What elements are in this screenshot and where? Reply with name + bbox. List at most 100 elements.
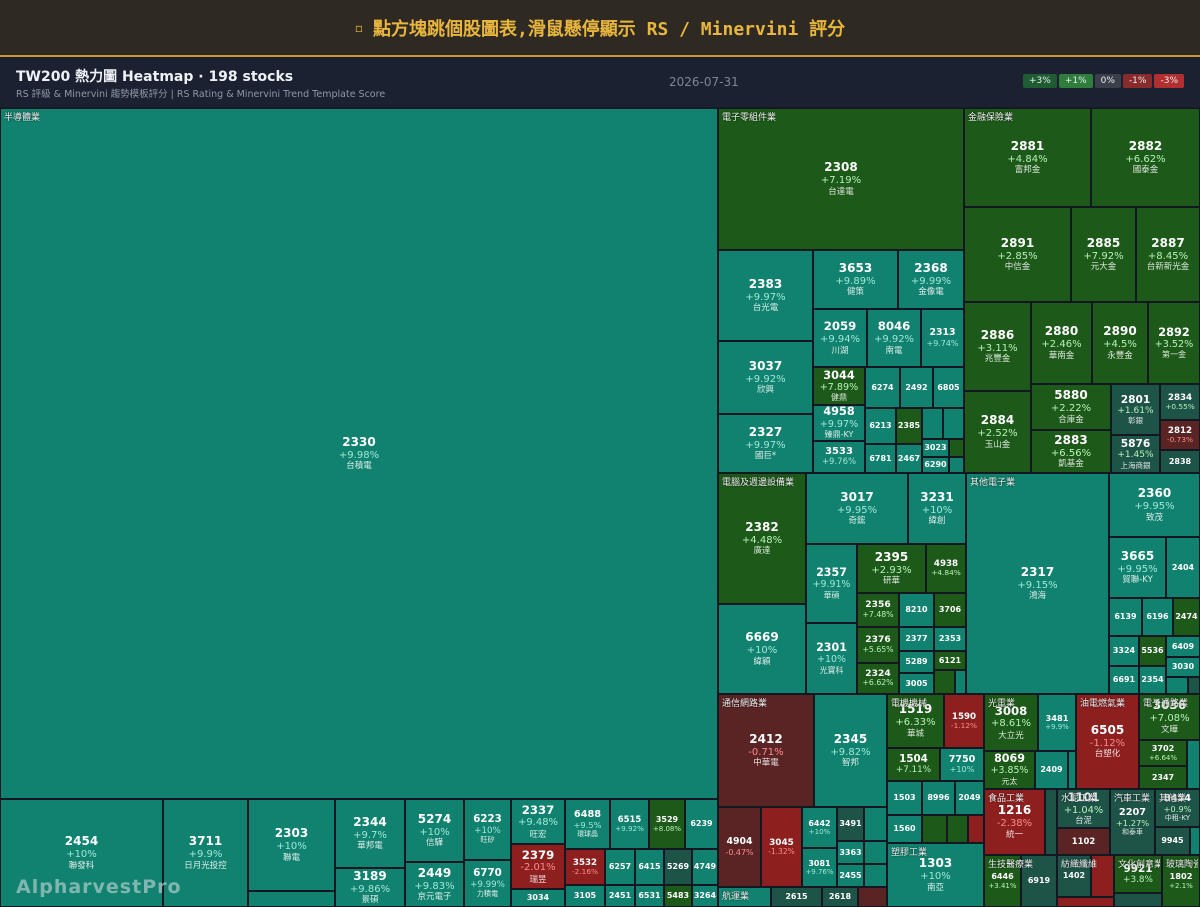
stock-tile[interactable]: 2395 +2.93% 研華	[857, 544, 926, 593]
stock-tile[interactable]: 2412 -0.71% 中華電	[718, 694, 814, 807]
stock-tile[interactable]: 8454 +0.9% 中租-KY	[1155, 789, 1200, 827]
stock-tile[interactable]	[718, 887, 771, 907]
stock-tile[interactable]: 8069 +3.85% 元太	[984, 751, 1035, 789]
stock-tile[interactable]: 2884 +2.52% 玉山金	[964, 391, 1031, 473]
stock-tile[interactable]: 2345 +9.82% 智邦	[814, 694, 887, 807]
stock-tile[interactable]: 6770 +9.99% 力積電	[464, 860, 511, 907]
stock-tile[interactable]: 4938 +4.84%	[926, 544, 966, 593]
stock-tile[interactable]: 2327 +9.97% 國巨*	[718, 414, 813, 473]
stock-tile[interactable]: 6505 -1.12% 台塑化	[1076, 694, 1139, 789]
stock-tile[interactable]: 5483	[664, 885, 692, 907]
stock-tile[interactable]: 2344 +9.7% 華邦電	[335, 799, 405, 868]
stock-tile[interactable]: 3005	[899, 673, 934, 694]
stock-tile[interactable]: 5536	[1139, 636, 1166, 666]
stock-tile[interactable]: 2886 +3.11% 兆豐金	[964, 302, 1031, 391]
stock-tile[interactable]: 1590 -1.12%	[944, 694, 984, 748]
stock-tile[interactable]: 2368 +9.99% 金像電	[898, 250, 964, 309]
stock-tile[interactable]: 3045 -1.32%	[761, 807, 802, 887]
stock-tile[interactable]: 6669 +10% 緯穎	[718, 604, 806, 694]
stock-tile[interactable]: 2615	[771, 887, 822, 907]
stock-tile[interactable]: 6239	[685, 799, 718, 849]
stock-tile[interactable]: 3231 +10% 緯創	[908, 473, 966, 544]
stock-tile[interactable]	[858, 887, 887, 907]
stock-tile[interactable]: 2377	[899, 627, 934, 651]
stock-tile[interactable]	[1114, 893, 1162, 907]
stock-tile[interactable]: 2404	[1166, 537, 1200, 598]
stock-tile[interactable]: 1102	[1057, 828, 1110, 855]
stock-tile[interactable]: 6409	[1166, 636, 1200, 657]
stock-tile[interactable]: 5289	[899, 651, 934, 673]
stock-tile[interactable]: 2801 +1.61% 彰銀	[1111, 384, 1160, 435]
stock-tile[interactable]: 3017 +9.95% 奇鋐	[806, 473, 908, 544]
stock-tile[interactable]: 2883 +6.56% 凱基金	[1031, 430, 1111, 473]
stock-tile[interactable]	[949, 457, 964, 473]
stock-tile[interactable]: 2308 +7.19% 台達電	[718, 108, 964, 250]
stock-tile[interactable]: 2347	[1139, 766, 1187, 789]
stock-tile[interactable]: 2357 +9.91% 華碩	[806, 544, 857, 623]
stock-tile[interactable]: 2891 +2.85% 中信金	[964, 207, 1071, 302]
stock-tile[interactable]: 9921 +3.8%	[1114, 855, 1162, 893]
stock-tile[interactable]: 2324 +6.62%	[857, 663, 899, 694]
stock-tile[interactable]	[1188, 677, 1200, 694]
stock-tile[interactable]: 1402	[1057, 855, 1091, 897]
stock-tile[interactable]: 2313 +9.74%	[921, 309, 964, 367]
stock-tile[interactable]: 2449 +9.83% 京元電子	[405, 862, 464, 907]
stock-tile[interactable]: 1519 +6.33% 華城	[887, 694, 944, 748]
stock-tile[interactable]: 2892 +3.52% 第一金	[1148, 302, 1200, 384]
stock-tile[interactable]	[934, 670, 955, 694]
stock-tile[interactable]: 6531	[635, 885, 664, 907]
stock-tile[interactable]	[864, 841, 887, 864]
stock-tile[interactable]: 2330 +9.98% 台積電	[0, 108, 718, 799]
stock-tile[interactable]: 2383 +9.97% 台光電	[718, 250, 813, 341]
stock-tile[interactable]: 2360 +9.95% 致茂	[1109, 473, 1200, 537]
stock-tile[interactable]	[943, 408, 964, 439]
stock-tile[interactable]	[947, 815, 968, 843]
stock-tile[interactable]: 3034	[511, 889, 565, 907]
stock-tile[interactable]: 2337 +9.48% 旺宏	[511, 799, 565, 844]
stock-tile[interactable]: 5880 +2.22% 合庫金	[1031, 384, 1111, 430]
stock-tile[interactable]: 2356 +7.48%	[857, 593, 899, 627]
stock-tile[interactable]: 2455	[837, 864, 864, 887]
stock-tile[interactable]: 4958 +9.97% 臻鼎-KY	[813, 405, 865, 441]
stock-tile[interactable]	[1190, 827, 1200, 855]
stock-tile[interactable]: 3706	[934, 593, 966, 627]
stock-tile[interactable]: 3044 +7.89% 健鼎	[813, 367, 865, 405]
stock-tile[interactable]: 3036 +7.08% 文曄	[1139, 694, 1200, 740]
stock-tile[interactable]: 6415	[635, 849, 664, 885]
stock-tile[interactable]: 3189 +9.86% 景碩	[335, 868, 405, 907]
stock-tile[interactable]: 4749	[692, 849, 718, 885]
stock-tile[interactable]: 5274 +10% 信驊	[405, 799, 464, 862]
stock-tile[interactable]: 3264	[692, 885, 718, 907]
stock-tile[interactable]: 8210	[899, 593, 934, 627]
stock-tile[interactable]: 3081 +9.76%	[802, 848, 837, 887]
stock-tile[interactable]: 6213	[865, 408, 896, 444]
stock-tile[interactable]	[1045, 789, 1057, 855]
stock-tile[interactable]: 6515 +9.92%	[610, 799, 649, 849]
stock-tile[interactable]: 6446 +3.41%	[984, 855, 1021, 907]
stock-tile[interactable]: 6781	[865, 444, 896, 473]
stock-tile[interactable]: 3030	[1166, 657, 1200, 677]
stock-tile[interactable]: 8046 +9.92% 南電	[867, 309, 921, 367]
stock-tile[interactable]: 6290	[922, 457, 949, 473]
stock-tile[interactable]: 3023	[922, 439, 949, 457]
stock-tile[interactable]	[1057, 897, 1114, 907]
stock-tile[interactable]: 6691	[1109, 666, 1139, 694]
stock-tile[interactable]: 3481 +9.9%	[1038, 694, 1076, 751]
stock-tile[interactable]: 3533 +9.76%	[813, 441, 865, 473]
stock-tile[interactable]: 2382 +4.48% 廣達	[718, 473, 806, 604]
stock-tile[interactable]	[864, 864, 887, 887]
stock-tile[interactable]: 2492	[900, 367, 933, 408]
stock-tile[interactable]: 6442 +10%	[802, 807, 837, 848]
stock-tile[interactable]: 2376 +5.65%	[857, 627, 899, 663]
stock-tile[interactable]: 2618	[822, 887, 858, 907]
stock-tile[interactable]	[955, 670, 966, 694]
stock-tile[interactable]: 2887 +8.45% 台新新光金	[1136, 207, 1200, 302]
stock-tile[interactable]: 8996	[922, 781, 955, 815]
stock-tile[interactable]: 2885 +7.92% 元大金	[1071, 207, 1136, 302]
stock-tile[interactable]: 2812 -0.73%	[1160, 420, 1200, 450]
stock-tile[interactable]	[1187, 740, 1200, 789]
stock-tile[interactable]: 2301 +10% 光寶科	[806, 623, 857, 694]
stock-tile[interactable]: 6257	[605, 849, 635, 885]
stock-tile[interactable]: 3491	[837, 807, 864, 841]
stock-tile[interactable]: 2838	[1160, 450, 1200, 473]
